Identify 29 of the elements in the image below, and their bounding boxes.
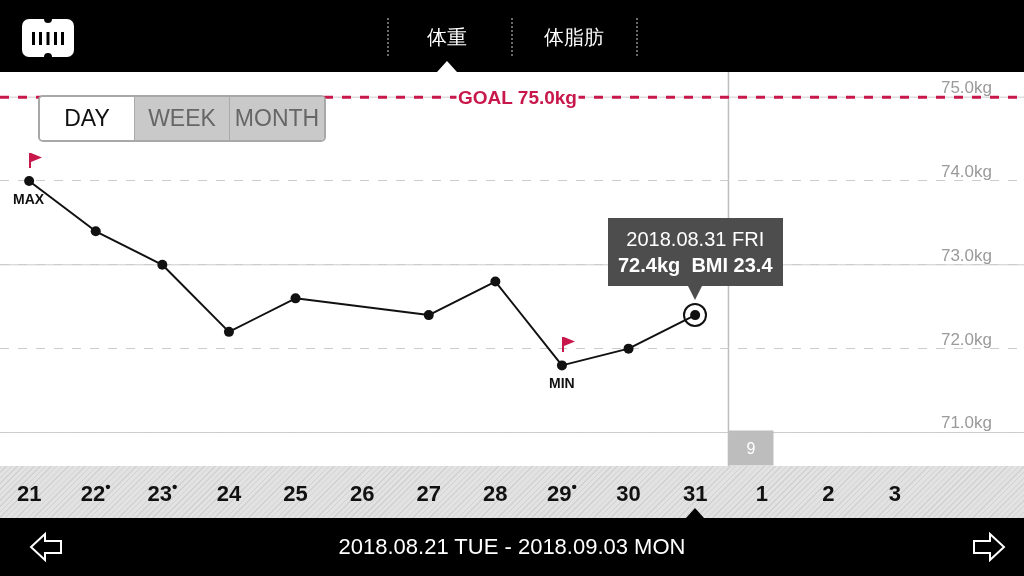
toggle-button: MONTH [229, 97, 324, 140]
chart-title: 体重 [427, 25, 467, 49]
x-tick-label: 30 [616, 481, 641, 506]
x-tick-label: 21 [16, 481, 42, 506]
x-tick-label: 26 [349, 481, 375, 506]
x-tick-label: 23$^{•}$ [147, 477, 178, 506]
x-tick-label: 28 [483, 481, 508, 506]
x-tick-label: 31 [682, 481, 708, 506]
y-tick-label: 73.0kg [940, 245, 992, 265]
x-tick-label: 27 [416, 481, 441, 506]
ref-line-label: 9 [746, 439, 756, 457]
x-tick-label: 3 [888, 481, 902, 506]
annotation: MIN [549, 375, 575, 391]
x-tick-label: 22$^{•}$ [80, 477, 111, 506]
x-tick-label: 29$^{•}$ [547, 477, 577, 506]
text: 体脂肪 [543, 24, 605, 51]
x-tick-label: 25 [283, 481, 308, 506]
y-tick-label: 74.0kg [940, 161, 992, 181]
x-tick-label: 24 [216, 481, 242, 506]
toggle-button: WEEK [134, 97, 229, 140]
annotation: MAX [13, 191, 45, 207]
y-tick-label: 72.0kg [940, 329, 992, 349]
x-tick-label: 1 [755, 481, 768, 506]
y-tick-label: 71.0kg [940, 413, 992, 433]
ref-line-label: GOAL 75.0kg [458, 87, 577, 108]
x-tick-label: 2 [822, 481, 835, 506]
y-tick-label: 75.0kg [940, 78, 992, 98]
text: 2018.08.21 TUE - 2018.09.03 MON [337, 533, 687, 561]
annotation: 2018.08.31 FRI 72.4kg BMI 23.4 [618, 228, 774, 276]
